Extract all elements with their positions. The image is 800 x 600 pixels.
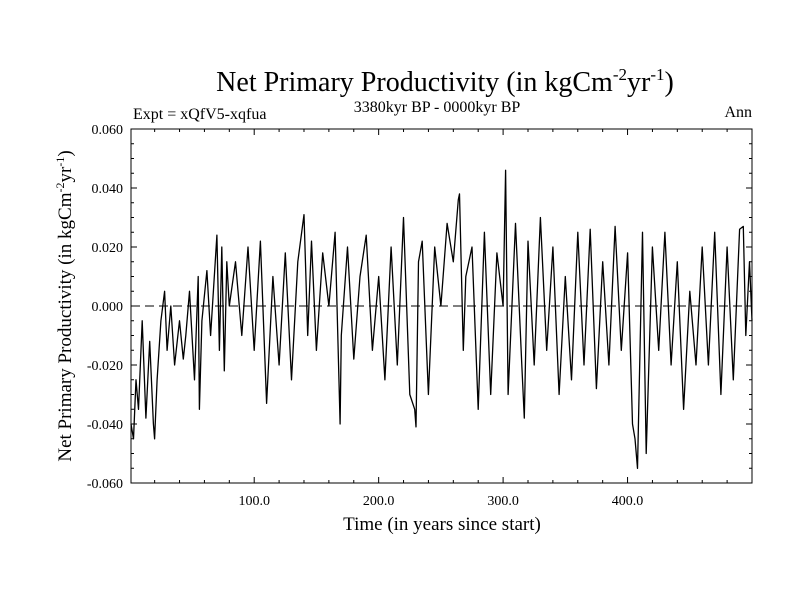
x-tick-label: 400.0 <box>612 494 644 509</box>
y-tick-label: 0.060 <box>92 123 124 138</box>
y-tick-label: -0.020 <box>87 359 123 374</box>
x-tick-label: 100.0 <box>238 494 270 509</box>
chart-title: Net Primary Productivity (in kgCm-2yr-1) <box>216 65 674 98</box>
x-tick-label: 200.0 <box>363 494 395 509</box>
x-axis-label: Time (in years since start) <box>343 514 541 535</box>
y-tick-label: 0.000 <box>92 300 124 315</box>
x-tick-label: 300.0 <box>487 494 519 509</box>
y-tick-label: -0.060 <box>87 477 123 492</box>
y-tick-label: 0.020 <box>92 241 124 256</box>
x-axis-ticks: 100.0 200.0 300.0 400.0 <box>154 129 728 509</box>
y-tick-label: -0.040 <box>87 418 123 433</box>
npp-series-line <box>130 169 753 469</box>
y-tick-label: 0.040 <box>92 182 124 197</box>
season-label: Ann <box>724 104 752 121</box>
y-axis-label: Net Primary Productivity (in kgCm-2yr-1) <box>53 150 76 461</box>
experiment-label: Expt = xQfV5-xqfua <box>133 106 266 123</box>
period-label: 3380kyr BP - 0000kyr BP <box>354 99 521 116</box>
y-axis-ticks: 0.060 0.040 0.020 0.000 -0.020 -0.040 -0.060 <box>87 123 752 492</box>
